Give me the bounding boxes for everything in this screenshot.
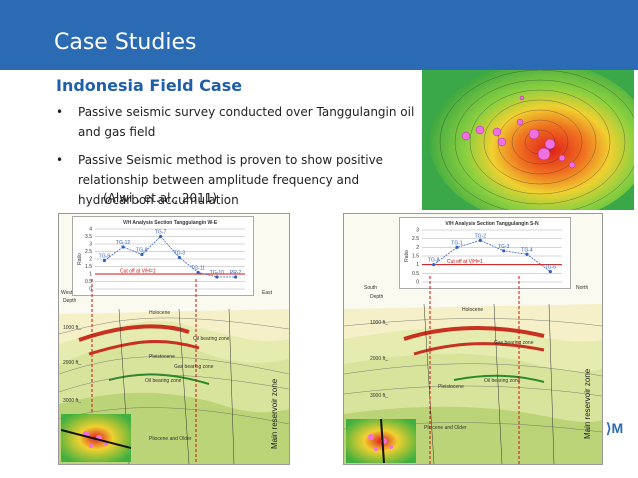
title-bar: Case Studies <box>0 0 638 70</box>
point-label: TG-1 <box>451 240 463 246</box>
inset-map-we <box>61 414 131 462</box>
y-tick-label: 1 <box>89 272 92 278</box>
point-label: TG-11 <box>191 266 205 272</box>
y-tick-label: 3.5 <box>85 234 92 240</box>
y-tick-label: 2 <box>416 245 419 251</box>
cutoff-label: Cut off at V/H=1 <box>120 269 156 275</box>
point-label: TG-6 <box>545 265 557 271</box>
y-tick-label: 3 <box>416 228 419 234</box>
bullet-item: • Passive Seismic method is proven to sh… <box>56 150 416 210</box>
y-tick-label: 2.5 <box>412 236 419 242</box>
y-tick-label: 1 <box>416 262 419 268</box>
chart-title: V/H Analysis Section Tanggulangin W-E <box>123 220 218 226</box>
cross-section-figure-we: V/H Analysis Section Tanggulangin W-E Rat… <box>58 213 290 465</box>
data-point <box>196 270 200 275</box>
vh-chart-sn-svg: V/H Analysis Section Tanggulangin S-N Rat… <box>404 221 562 286</box>
data-point <box>177 255 181 260</box>
vh-chart-we-svg: V/H Analysis Section Tanggulangin W-E Rat… <box>77 220 245 293</box>
y-tick-label: 0 <box>89 287 92 293</box>
section-subtitle: Indonesia Field Case <box>56 76 243 95</box>
chart-title: V/H Analysis Section Tanggulangin S-N <box>445 221 539 227</box>
data-point <box>140 252 144 257</box>
point-label: PR-2 <box>230 270 242 276</box>
point-label: TG-3 <box>498 244 510 250</box>
point-label: TG-3 <box>174 251 186 257</box>
y-tick-label: 2.5 <box>85 249 92 255</box>
data-point <box>478 238 482 242</box>
point-label: TG-9 <box>99 254 111 260</box>
y-axis-label: Ratio <box>77 253 83 265</box>
point-label: TG-12 <box>116 240 130 246</box>
data-point <box>455 245 459 249</box>
vh-chart-sn: V/H Analysis Section Tanggulangin S-N Rat… <box>399 217 571 289</box>
citation: (Alwi , et.al., 2011) <box>103 191 218 205</box>
data-point <box>234 275 238 279</box>
cross-section-figure-sn: V/H Analysis Section Tanggulangin S-N Rat… <box>343 213 603 465</box>
point-label: TG-8 <box>428 258 440 264</box>
point-label: TG-4 <box>521 247 533 253</box>
data-point <box>548 270 552 274</box>
y-tick-label: 2 <box>89 257 92 263</box>
y-tick-label: 1.5 <box>412 254 419 260</box>
data-point <box>432 263 436 267</box>
point-label: TG-10 <box>210 270 224 276</box>
y-tick-label: 0.5 <box>85 279 92 285</box>
company-logo: ⟩M <box>606 420 624 436</box>
y-tick-label: 1.5 <box>85 264 92 270</box>
data-point <box>102 258 106 263</box>
y-tick-label: 4 <box>89 227 92 233</box>
bullet-dot-icon: • <box>56 105 64 119</box>
cutoff-label: Cut off at V/H=1 <box>447 259 483 265</box>
bullet-text: Passive seismic survey conducted over Ta… <box>78 105 415 139</box>
data-point <box>215 275 219 279</box>
vh-chart-we: V/H Analysis Section Tanggulangin W-E Rat… <box>72 216 254 296</box>
data-point <box>525 252 529 256</box>
series-line <box>433 239 551 272</box>
y-tick-label: 0.5 <box>412 271 419 277</box>
data-point <box>159 234 163 239</box>
contour-map-image <box>422 70 634 210</box>
bullet-dot-icon: • <box>56 153 64 167</box>
inset-map-sn <box>346 419 416 463</box>
point-label: TG-2 <box>475 233 487 239</box>
point-label: TG-7 <box>155 230 167 236</box>
slide-title: Case Studies <box>54 30 197 55</box>
bullet-list: • Passive seismic survey conducted over … <box>56 102 416 218</box>
data-point <box>502 249 506 253</box>
bullet-text: Passive Seismic method is proven to show… <box>78 153 384 207</box>
point-label: TG-8 <box>136 248 148 254</box>
y-tick-label: 0 <box>416 280 419 286</box>
y-tick-label: 3 <box>89 242 92 248</box>
bullet-item: • Passive seismic survey conducted over … <box>56 102 416 142</box>
data-point <box>121 245 125 249</box>
y-axis-label: Ratio <box>404 250 410 262</box>
